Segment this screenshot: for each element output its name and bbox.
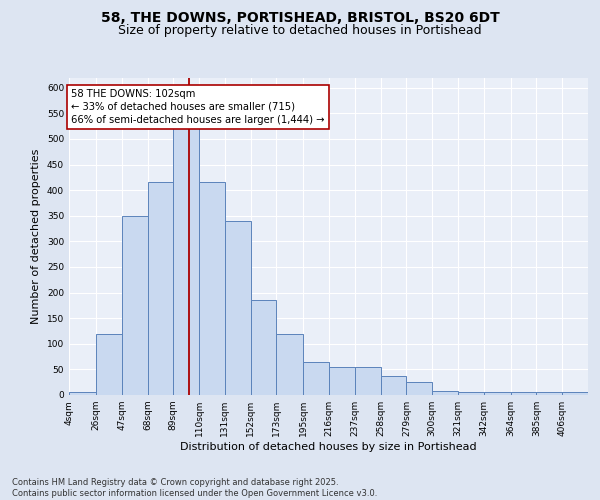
Bar [251,300,277,395]
Bar [511,392,536,395]
Bar [148,182,173,395]
Bar [96,334,122,395]
Text: Contains HM Land Registry data © Crown copyright and database right 2025.
Contai: Contains HM Land Registry data © Crown c… [12,478,377,498]
Bar [173,124,199,395]
Bar [458,392,484,395]
Y-axis label: Number of detached properties: Number of detached properties [31,148,41,324]
Bar [225,221,251,395]
Bar [432,391,458,395]
Text: 58, THE DOWNS, PORTISHEAD, BRISTOL, BS20 6DT: 58, THE DOWNS, PORTISHEAD, BRISTOL, BS20… [101,11,499,25]
Bar [329,367,355,395]
Bar [355,367,380,395]
Bar [406,382,432,395]
Bar [199,182,225,395]
Bar [122,216,148,395]
Text: 58 THE DOWNS: 102sqm
← 33% of detached houses are smaller (715)
66% of semi-deta: 58 THE DOWNS: 102sqm ← 33% of detached h… [71,89,325,125]
Bar [380,376,406,395]
X-axis label: Distribution of detached houses by size in Portishead: Distribution of detached houses by size … [180,442,477,452]
Bar [304,362,329,395]
Bar [536,392,562,395]
Bar [69,392,96,395]
Bar [277,334,304,395]
Bar [562,392,588,395]
Text: Size of property relative to detached houses in Portishead: Size of property relative to detached ho… [118,24,482,37]
Bar [484,392,511,395]
